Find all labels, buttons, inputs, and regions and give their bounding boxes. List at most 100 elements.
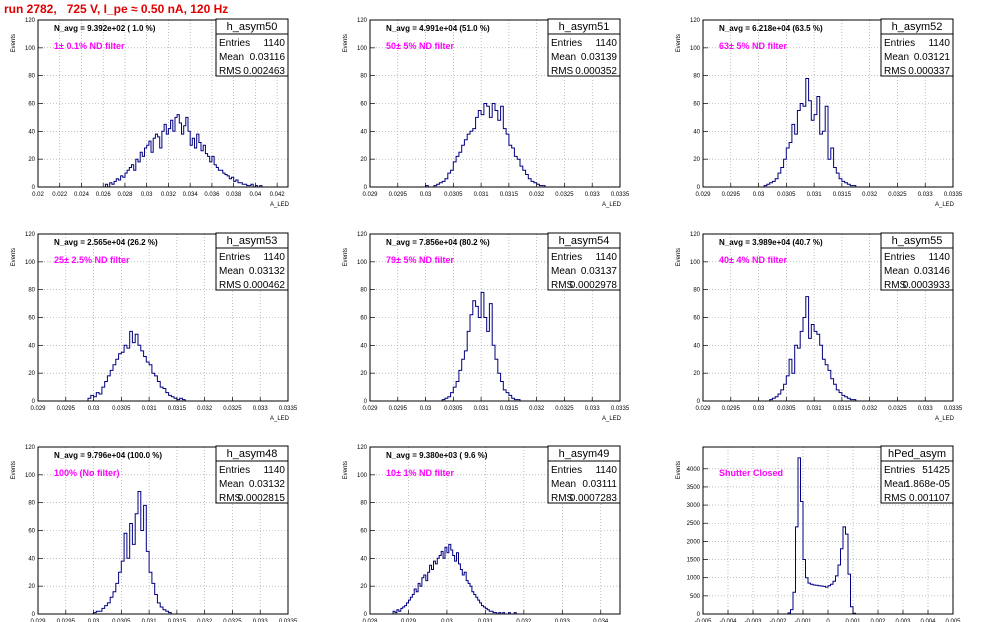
x-tick-label: 0.0295 <box>57 619 76 622</box>
y-tick-label: 20 <box>360 371 367 377</box>
x-tick-label: 0.03 <box>141 192 153 198</box>
stat-label: Entries <box>884 465 915 476</box>
histogram-name: h_asym53 <box>227 235 278 247</box>
x-tick-label: 0.031 <box>807 192 823 198</box>
histogram-bin <box>458 564 460 614</box>
y-axis-label: Events <box>676 248 682 266</box>
stat-label: Mean <box>551 52 576 63</box>
x-tick-label: 0.0315 <box>500 406 519 412</box>
histogram-bin <box>503 129 506 187</box>
stat-label: Entries <box>551 252 582 263</box>
stat-label: Mean <box>551 479 576 490</box>
stat-label: Entries <box>219 465 250 476</box>
histogram-name: h_asym55 <box>892 235 943 247</box>
x-tick-label: 0.033 <box>918 192 934 198</box>
stat-label: RMS <box>219 280 242 291</box>
stat-label: RMS <box>551 66 574 77</box>
stat-value-mean: 1.868e-05 <box>905 479 950 490</box>
histogram-bin <box>476 306 479 401</box>
x-tick-label: 0.004 <box>920 619 936 622</box>
stat-value-mean: 0.03146 <box>914 266 951 277</box>
histogram-bin <box>238 183 240 187</box>
y-tick-label: 120 <box>357 18 368 24</box>
stat-value-rms: 0.0002978 <box>570 280 618 291</box>
histogram-bin <box>459 152 462 187</box>
stats-box <box>215 18 289 77</box>
y-tick-label: 120 <box>25 18 36 24</box>
stat-value-entries: 1140 <box>928 38 950 49</box>
histogram-bin <box>94 397 97 401</box>
histogram-bin <box>811 584 814 614</box>
stat-label: Mean <box>219 52 244 63</box>
filter-annotation: 50± 5% ND filter <box>386 41 454 51</box>
histogram-bin <box>132 343 135 401</box>
stat-value-rms: 0.000337 <box>908 66 950 77</box>
x-tick-label: 0.031 <box>474 406 490 412</box>
histogram-bin <box>173 131 175 187</box>
x-tick-label: 0.0305 <box>777 406 796 412</box>
x-tick-label: 0.036 <box>204 192 220 198</box>
stat-value-mean: 0.03137 <box>581 266 618 277</box>
y-tick-label: 80 <box>28 288 35 294</box>
histogram-bin <box>484 104 487 188</box>
histogram-bin <box>141 351 144 401</box>
y-axis-label: Events <box>11 34 17 52</box>
x-tick-label: 0.029 <box>362 192 378 198</box>
histogram-bin <box>472 592 474 614</box>
y-tick-label: 20 <box>28 584 35 590</box>
x-tick-label: 0.0335 <box>611 192 630 198</box>
x-tick-label: 0.0325 <box>888 192 907 198</box>
x-tick-label: 0.03 <box>420 192 432 198</box>
stat-label: RMS <box>551 493 574 504</box>
x-tick-label: 0.029 <box>695 406 711 412</box>
histogram-outline <box>763 78 857 187</box>
histogram-bin <box>147 145 149 187</box>
x-tick-label: 0.03 <box>88 619 100 622</box>
x-tick-label: -0.004 <box>719 619 737 622</box>
x-axis-label: A_LED <box>935 416 955 422</box>
x-tick-label: 0.0325 <box>555 406 574 412</box>
histogram-outline <box>769 296 857 401</box>
y-axis-label: Events <box>343 248 349 266</box>
x-tick-label: -0.003 <box>744 619 762 622</box>
stat-label: Mean <box>219 266 244 277</box>
x-tick-label: 0.003 <box>895 619 911 622</box>
stats-box <box>215 445 289 504</box>
histogram-bin <box>214 165 216 187</box>
x-tick-label: 0.026 <box>96 192 112 198</box>
histogram-bin <box>826 587 829 614</box>
histogram-bin <box>514 156 517 187</box>
x-tick-label: 0.0325 <box>223 406 242 412</box>
navg-title: N_avg = 9.392e+02 ( 1.0 %) <box>54 24 156 33</box>
x-tick-label: 0.033 <box>253 406 269 412</box>
stat-value-mean: 0.03121 <box>914 52 951 63</box>
y-tick-label: 2000 <box>687 539 701 545</box>
x-tick-label: 0.032 <box>197 406 213 412</box>
x-tick-label: 0.0335 <box>944 406 963 412</box>
histogram-bin <box>124 345 127 401</box>
y-axis-label: Events <box>676 34 682 52</box>
histogram-bin <box>451 550 453 614</box>
histogram-bin <box>831 584 834 614</box>
histogram-bin <box>151 152 153 187</box>
histogram-name: h_asym54 <box>559 235 610 247</box>
stat-label: Mean <box>884 52 909 63</box>
x-axis-label: A_LED <box>270 416 290 422</box>
x-tick-label: -0.002 <box>769 619 787 622</box>
histogram-bin <box>814 331 817 401</box>
x-tick-label: 0.033 <box>555 619 571 622</box>
x-tick-label: 0.022 <box>52 192 68 198</box>
histogram-bin <box>152 373 155 401</box>
filter-annotation: 1± 0.1% ND filter <box>54 41 125 51</box>
histogram-bin <box>205 154 207 187</box>
stat-label: Entries <box>884 252 915 263</box>
histogram-bin <box>809 338 812 401</box>
stat-label: Entries <box>884 38 915 49</box>
y-tick-label: 0 <box>697 612 701 618</box>
y-tick-label: 80 <box>693 74 700 80</box>
stat-value-mean: 0.03116 <box>250 52 286 63</box>
histogram-name: h_asym50 <box>227 21 278 33</box>
stats-box <box>547 445 621 504</box>
stat-value-mean: 0.03132 <box>249 479 286 490</box>
stat-label: Mean <box>884 266 909 277</box>
